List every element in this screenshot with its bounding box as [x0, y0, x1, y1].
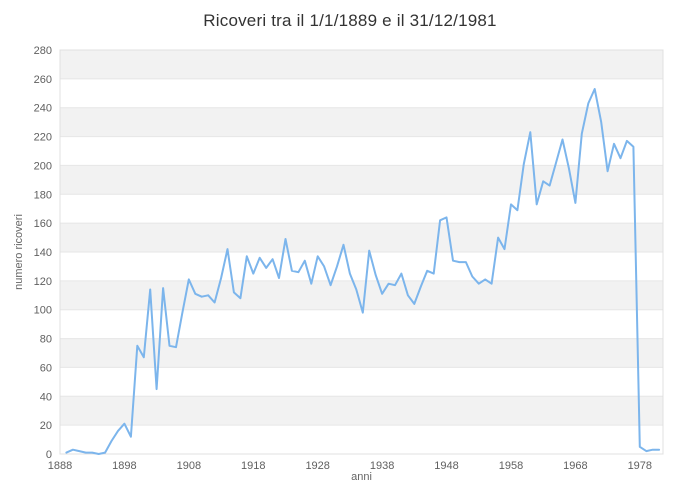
y-tick-label: 160: [34, 218, 52, 230]
y-tick-label: 140: [34, 247, 52, 259]
x-tick-label: 1928: [305, 460, 329, 472]
x-tick-label: 1958: [499, 460, 523, 472]
x-tick-label: 1948: [434, 460, 458, 472]
y-tick-label: 180: [34, 189, 52, 201]
series-line-ricoveri: [65, 88, 661, 455]
chart-title: Ricoveri tra il 1/1/1889 e il 31/12/1981: [203, 11, 497, 30]
y-tick-label: 20: [40, 420, 52, 432]
plot-border: [59, 49, 664, 455]
y-tick-label: 260: [34, 74, 52, 86]
grid-band: [60, 165, 663, 195]
x-tick-label: 1938: [370, 460, 394, 472]
x-tick-label: 1978: [628, 460, 652, 472]
y-tick-label: 280: [34, 45, 52, 57]
y-tick-label: 200: [34, 160, 52, 172]
y-axis-title: numero ricoveri: [13, 214, 25, 290]
x-tick-label: 1918: [241, 460, 265, 472]
y-tick-label: 220: [34, 132, 52, 144]
y-tick-label: 120: [34, 276, 52, 288]
x-tick-label: 1898: [112, 460, 136, 472]
x-tick-label: 1968: [563, 460, 587, 472]
grid-band: [60, 338, 663, 368]
x-tick-label: 1908: [177, 460, 201, 472]
x-axis-title: anni: [351, 471, 372, 483]
grid-band: [60, 107, 663, 137]
y-tick-label: 100: [34, 305, 52, 317]
grid-band: [60, 50, 663, 79]
y-tick-label: 0: [46, 449, 52, 461]
grid-band: [60, 396, 663, 426]
y-tick-label: 240: [34, 103, 52, 115]
y-tick-label: 80: [40, 334, 52, 346]
y-tick-label: 40: [40, 391, 52, 403]
grid-band: [60, 223, 663, 252]
y-tick-label: 60: [40, 362, 52, 374]
x-tick-label: 1888: [48, 460, 72, 472]
